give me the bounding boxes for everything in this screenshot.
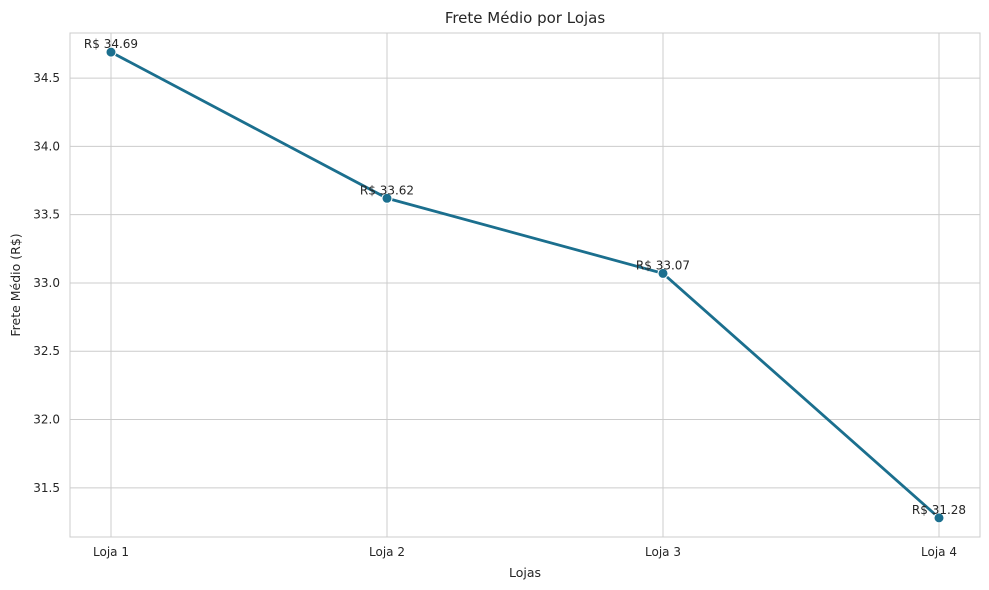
plot-background (70, 33, 980, 537)
y-tick-label: 31.5 (33, 481, 60, 495)
data-point (657, 267, 669, 279)
data-label: R$ 31.28 (912, 503, 966, 517)
data-point (381, 192, 393, 204)
y-tick-label: 32.0 (33, 413, 60, 427)
grid-lines (70, 33, 980, 537)
data-point (105, 46, 117, 58)
data-label: R$ 33.62 (360, 183, 414, 197)
plot-frame (69, 32, 981, 538)
y-axis-label: Frete Médio (R$) (8, 233, 23, 336)
x-tick-label: Loja 1 (93, 545, 129, 559)
y-tick-label: 34.5 (33, 71, 60, 85)
y-tick-label: 33.5 (33, 208, 60, 222)
data-label: R$ 33.07 (636, 258, 690, 272)
x-tick-label: Loja 3 (645, 545, 681, 559)
x-tick-label: Loja 2 (369, 545, 405, 559)
series-line (109, 50, 941, 520)
data-labels: R$ 34.69 R$ 33.62 R$ 33.07 R$ 31.28 (84, 37, 966, 517)
data-points (105, 46, 945, 524)
x-axis-ticks: Loja 1 Loja 2 Loja 3 Loja 4 (93, 545, 957, 559)
data-label: R$ 34.69 (84, 37, 138, 51)
y-tick-label: 33.0 (33, 276, 60, 290)
y-tick-label: 32.5 (33, 344, 60, 358)
chart-title: Frete Médio por Lojas (445, 9, 606, 27)
y-axis-ticks: 31.5 32.0 32.5 33.0 33.5 34.0 34.5 (33, 71, 60, 495)
x-tick-label: Loja 4 (921, 545, 957, 559)
data-point (933, 512, 945, 524)
x-axis-label: Lojas (509, 565, 541, 580)
y-tick-label: 34.0 (33, 139, 60, 153)
